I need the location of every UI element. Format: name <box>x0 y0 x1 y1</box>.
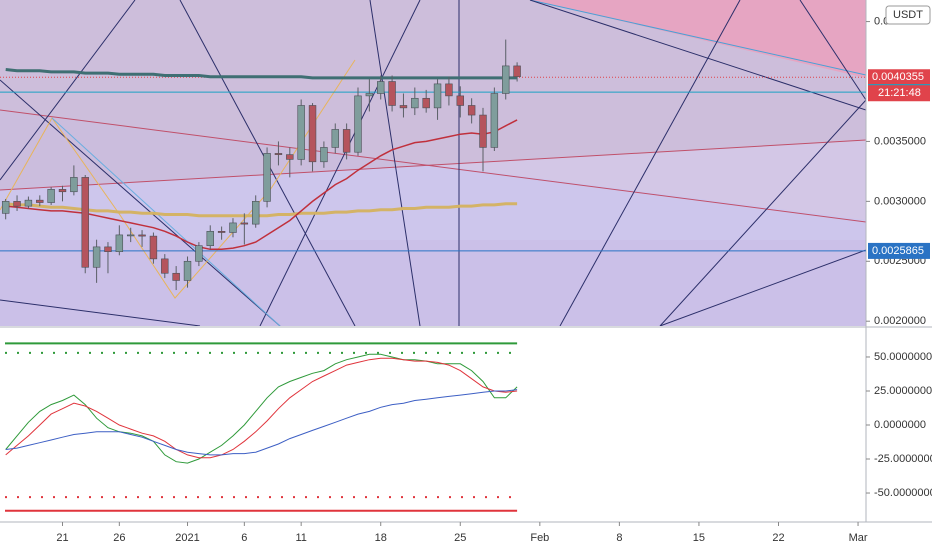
candle-body <box>422 97 430 109</box>
candle-body <box>36 199 44 203</box>
candle-body <box>274 153 283 155</box>
y-tick-label: 0.0030000 <box>874 195 926 207</box>
candle-body <box>217 231 226 233</box>
candle-body <box>240 222 249 225</box>
candle-body <box>92 246 101 268</box>
candle-body <box>399 105 408 109</box>
candle-body <box>502 65 510 94</box>
y-tick-label: 50.0000000 <box>874 351 932 363</box>
price-label: 0.0040355 <box>872 71 924 83</box>
x-tick-label: 25 <box>454 532 466 544</box>
candle-body <box>445 83 453 97</box>
candle-body <box>81 177 89 268</box>
candle-body <box>263 153 271 202</box>
candle-body <box>149 235 158 260</box>
candle-body <box>433 83 442 109</box>
x-tick-label: 15 <box>693 532 705 544</box>
drawings <box>0 0 866 326</box>
candle-body <box>411 97 419 109</box>
price-label: 0.0025865 <box>872 245 924 257</box>
x-tick-label: 21 <box>56 532 68 544</box>
x-tick-label: 2021 <box>175 532 199 544</box>
candle-body <box>138 234 146 237</box>
candle-body <box>320 147 328 163</box>
candle-body <box>47 189 55 203</box>
countdown-bg <box>868 85 930 102</box>
x-tick-label: 8 <box>616 532 622 544</box>
candle-body <box>354 95 362 153</box>
currency-badge-bg <box>885 5 931 25</box>
candle-body <box>172 272 180 281</box>
candle-body <box>513 65 521 78</box>
candle-body <box>115 234 124 252</box>
candle-body <box>229 222 237 233</box>
indicator-line <box>5 68 518 80</box>
candle-body <box>24 199 33 207</box>
x-tick-label: 11 <box>295 532 306 544</box>
countdown: 21:21:48 <box>878 87 921 99</box>
indicator-line <box>5 119 518 251</box>
candle-body <box>195 245 203 262</box>
candle-body <box>13 201 21 207</box>
indicator-line <box>5 353 518 464</box>
x-tick-label: 18 <box>375 532 387 544</box>
y-tick-label: 0.0000000 <box>874 419 926 431</box>
indicator-line <box>5 202 518 218</box>
candle-body <box>126 234 135 237</box>
candle-body <box>456 95 464 106</box>
candle-body <box>161 258 169 274</box>
candle-body <box>297 105 305 160</box>
candle-body <box>286 154 294 160</box>
currency-badge: USDT <box>893 9 923 21</box>
candle-body <box>490 93 499 148</box>
candle-body <box>479 114 487 148</box>
y-tick-label: 25.0000000 <box>874 385 932 397</box>
candle-body <box>365 93 374 97</box>
indicator-line <box>5 389 518 456</box>
price-label-bg <box>868 242 930 259</box>
y-tick-label: 0.0020000 <box>874 315 926 327</box>
candle-body <box>58 189 67 193</box>
candle-body <box>331 129 339 148</box>
x-tick-label: 6 <box>241 532 247 544</box>
candle-body <box>467 105 476 116</box>
plot-layer: 0.0C0.00350000.00300000.00250000.0020000… <box>0 5 932 544</box>
candle-body <box>377 81 385 94</box>
candle-body <box>70 177 78 193</box>
price-label-bg <box>868 69 930 86</box>
candle-body <box>251 201 260 225</box>
x-tick-label: 26 <box>113 532 125 544</box>
candle-body <box>104 246 112 252</box>
candle-body <box>206 231 214 246</box>
indicator-line <box>5 357 518 459</box>
x-tick-label: Feb <box>530 532 549 544</box>
x-tick-label: 22 <box>772 532 784 544</box>
candle-body <box>388 81 396 106</box>
y-tick-label: -25.0000000 <box>874 453 932 465</box>
x-tick-label: Mar <box>849 532 868 544</box>
y-tick-label: 0.0035000 <box>874 135 926 147</box>
y-tick-label: -50.0000000 <box>874 487 932 499</box>
candle-body <box>308 105 317 163</box>
candle-body <box>1 201 10 214</box>
candle-body <box>342 129 351 153</box>
candle-body <box>183 260 192 281</box>
